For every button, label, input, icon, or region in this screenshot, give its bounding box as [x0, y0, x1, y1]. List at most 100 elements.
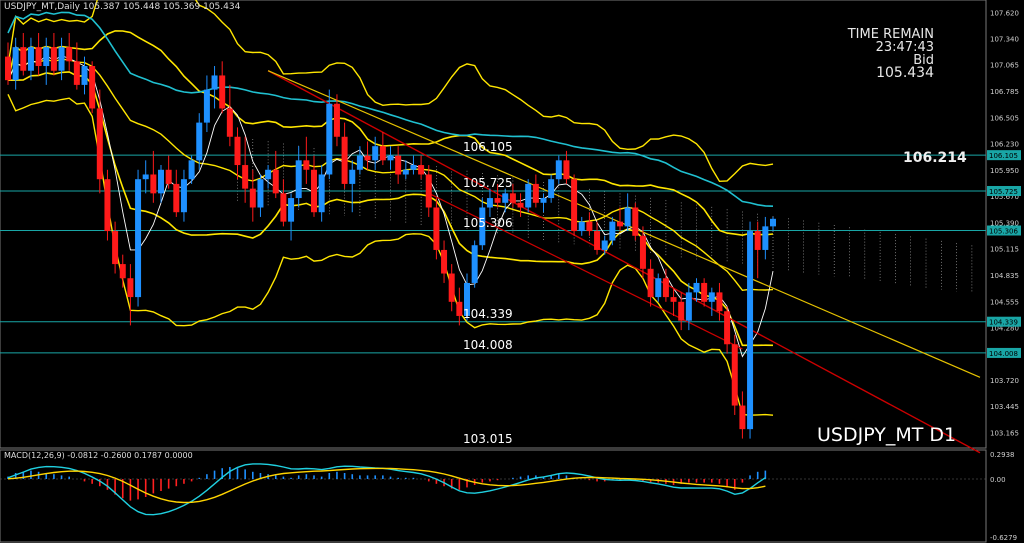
moving-average-long [7, 11, 774, 207]
level-tag-box [987, 185, 1021, 196]
candle-body [211, 75, 218, 90]
candle-body [196, 122, 203, 161]
level-label: 103.015 [463, 431, 513, 446]
candle-body [486, 198, 493, 208]
candle-body [127, 278, 134, 298]
candle-body [441, 249, 448, 274]
bid-label: Bid [913, 53, 934, 68]
macd-header: MACD(12,26,9) -0.0812 -0.2600 0.1787 0.0… [4, 451, 193, 460]
candle-body [142, 174, 149, 180]
y-tick-label: 105.390 [990, 220, 1019, 228]
candle-body [104, 179, 111, 232]
candle-body [731, 344, 738, 406]
trendline-yellow [267, 70, 981, 378]
candle-body [594, 231, 601, 250]
candle-body [318, 174, 325, 213]
candle-body [578, 221, 585, 232]
candle-body [571, 179, 578, 232]
candle-body [303, 160, 310, 170]
candle-body [356, 155, 363, 170]
y-tick-label: 106.785 [990, 88, 1019, 96]
candle-body [180, 179, 187, 213]
level-tag-text: 106.105 [989, 152, 1018, 160]
candle-body [265, 169, 272, 180]
bid-value: 105.434 [876, 65, 934, 81]
candle-body [708, 292, 715, 302]
y-tick-label: 103.165 [990, 429, 1019, 437]
candle-body [35, 47, 42, 67]
candle-body [395, 155, 402, 175]
candle-body [563, 160, 570, 180]
time-remain-value: 23:47:43 [875, 40, 934, 55]
candle-body [456, 301, 463, 316]
candle-body [226, 108, 233, 137]
candle-body [326, 103, 333, 175]
level-tag-box [987, 347, 1021, 358]
candle-body [716, 292, 723, 312]
candle-body [112, 231, 119, 265]
candle-body [387, 155, 394, 161]
candle-body [135, 179, 142, 298]
level-tag-text: 104.339 [989, 319, 1018, 327]
candle-body [96, 108, 103, 180]
candle-body [762, 226, 769, 250]
candle-body [379, 146, 386, 161]
y-tick-label: 107.065 [990, 62, 1019, 70]
macd-y-tick-label: -0.6279 [990, 534, 1017, 542]
candle-body [617, 221, 623, 227]
candle-body [364, 155, 371, 161]
candle-body [73, 61, 80, 85]
candle-body [662, 278, 669, 298]
moving-average-20 [7, 58, 774, 292]
candle-body [43, 47, 50, 67]
macd-y-tick-label: 0.00 [990, 476, 1006, 484]
candle-body [509, 193, 516, 203]
macd-y-tick-label: 0.2938 [990, 451, 1015, 459]
y-tick-label: 107.340 [990, 36, 1019, 44]
macd-signal-line [7, 467, 766, 504]
candle-body [418, 165, 425, 175]
level-label: 105.725 [463, 175, 513, 190]
candle-body [670, 297, 677, 302]
candle-body [234, 136, 241, 166]
candle-body [678, 301, 685, 321]
candle-body [173, 183, 180, 213]
candle-body [739, 405, 746, 430]
time-remain-label: TIME REMAIN [847, 27, 934, 42]
candle-body [402, 169, 409, 175]
candle-body [685, 292, 692, 321]
candle-body [372, 146, 379, 161]
candle-body [58, 47, 65, 71]
candle-body [280, 193, 287, 222]
candle-body [433, 207, 440, 250]
candle-body [693, 282, 700, 293]
candle-body [632, 207, 639, 236]
candle-body [188, 160, 195, 180]
candle-body [89, 66, 96, 109]
candle-body [548, 179, 555, 199]
level-label: 104.339 [463, 306, 513, 321]
candle-body [158, 169, 164, 194]
candle-body [647, 268, 654, 298]
candle-body [27, 47, 34, 71]
candle-body [272, 169, 279, 194]
candle-body [66, 47, 73, 62]
y-tick-label: 103.720 [990, 377, 1019, 385]
y-tick-label: 106.230 [990, 140, 1019, 148]
candle-body [341, 136, 348, 184]
candle-body [20, 47, 27, 71]
y-tick-label: 104.280 [990, 324, 1019, 332]
trendline-red [267, 70, 981, 454]
candle-body [150, 174, 157, 194]
y-tick-label: 105.670 [990, 193, 1019, 201]
y-tick-label: 104.835 [990, 272, 1019, 280]
y-tick-label: 105.950 [990, 167, 1019, 175]
macd-panel [0, 449, 987, 543]
y-tick-label: 104.555 [990, 298, 1019, 306]
ohlc-header: USDJPY_MT,Daily 105.387 105.448 105.369 … [4, 2, 241, 12]
y-tick-label: 106.505 [990, 114, 1019, 122]
candle-body [425, 174, 432, 208]
candle-body [219, 75, 226, 109]
level-tag-text: 105.306 [989, 228, 1018, 236]
